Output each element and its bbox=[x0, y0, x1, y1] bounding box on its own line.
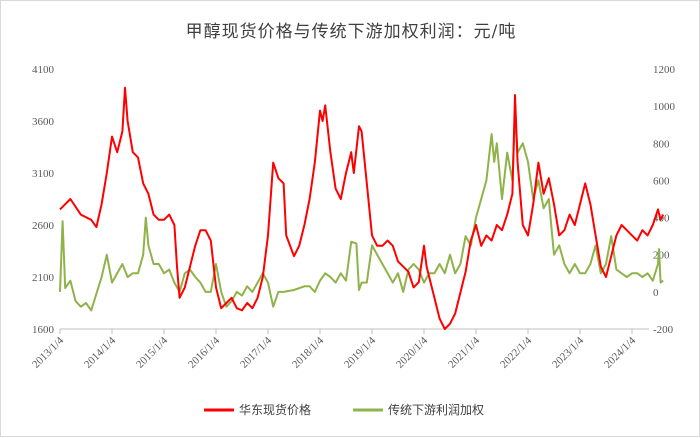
y-left-tick-label: 2100 bbox=[32, 272, 55, 284]
y-right-tick-label: 0 bbox=[653, 287, 659, 299]
x-tick-label: 2021/1/4 bbox=[446, 334, 482, 370]
y-left-tick-label: 2600 bbox=[32, 220, 55, 232]
y-right-tick-label: 600 bbox=[653, 175, 670, 187]
y-right-tick-label: -200 bbox=[653, 324, 674, 336]
x-tick-label: 2024/1/4 bbox=[602, 334, 638, 370]
x-tick-label: 2019/1/4 bbox=[342, 334, 378, 370]
y-left-tick-label: 3100 bbox=[32, 168, 55, 180]
legend-label-price: 华东现货价格 bbox=[239, 402, 311, 417]
series-line-profit bbox=[59, 114, 664, 312]
y-right-tick-label: 200 bbox=[653, 250, 670, 262]
y-right-tick-label: 800 bbox=[653, 138, 670, 150]
y-left-tick-label: 1600 bbox=[32, 324, 55, 336]
x-tick-label: 2017/1/4 bbox=[238, 334, 274, 370]
chart-title: 甲醇现货价格与传统下游加权利润：元/吨 bbox=[186, 22, 517, 42]
y-right-tick-label: 1000 bbox=[653, 101, 676, 113]
x-tick-label: 2023/1/4 bbox=[550, 334, 586, 370]
x-tick-label: 2016/1/4 bbox=[186, 334, 222, 370]
x-tick-label: 2018/1/4 bbox=[290, 334, 326, 370]
series-line-price bbox=[59, 86, 665, 330]
x-tick-label: 2022/1/4 bbox=[498, 334, 534, 370]
x-tick-label: 2014/1/4 bbox=[82, 334, 118, 370]
x-tick-label: 2013/1/4 bbox=[30, 334, 66, 370]
x-tick-label: 2020/1/4 bbox=[394, 334, 430, 370]
legend-label-profit: 传统下游利润加权 bbox=[388, 402, 484, 417]
x-tick-label: 2015/1/4 bbox=[134, 334, 170, 370]
y-left-tick-label: 3600 bbox=[32, 116, 55, 128]
y-right-tick-label: 1200 bbox=[653, 64, 676, 76]
y-left-tick-label: 4100 bbox=[32, 64, 55, 76]
legend: 华东现货价格 传统下游利润加权 bbox=[204, 402, 484, 417]
